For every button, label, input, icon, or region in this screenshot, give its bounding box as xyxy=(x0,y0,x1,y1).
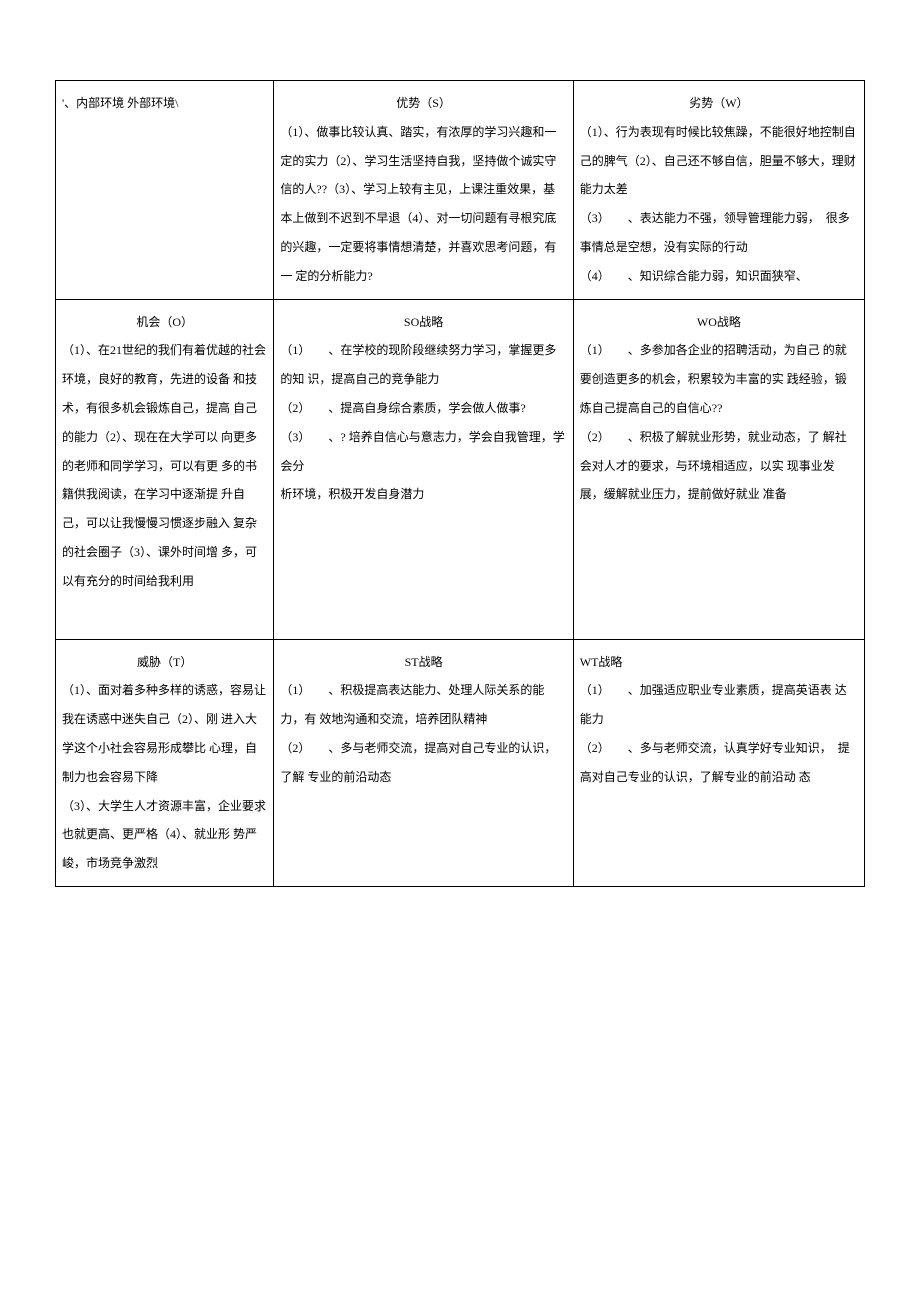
weaknesses-heading: 劣势（W） xyxy=(580,89,858,118)
swot-table: '、内部环境 外部环境\ 优势（S） （1）、做事比较认真、踏实，有浓厚的学习兴… xyxy=(55,80,865,887)
strengths-body: （1）、做事比较认真、踏实，有浓厚的学习兴趣和一 定的实力（2）、学习生活坚持自… xyxy=(280,125,556,283)
opportunities-heading: 机会（O） xyxy=(62,308,267,337)
threats-heading: 威胁（T） xyxy=(62,648,267,677)
wt-heading: WT战略 xyxy=(580,648,858,677)
st-body: （1） 、积极提高表达能力、处理人际关系的能力，有 效地沟通和交流，培养团队精神… xyxy=(280,683,556,783)
wo-strategy-cell: WO战略 （1） 、多参加各企业的招聘活动，为自己 的就要创造更多的机会，积累较… xyxy=(573,299,864,639)
wt-body: （1） 、加强适应职业专业素质，提高英语表 达能力（2） 、多与老师交流，认真学… xyxy=(580,683,850,783)
weaknesses-body: （1）、行为表现有时候比较焦躁，不能很好地控制自己的脾气（2）、自己还不够自信，… xyxy=(580,125,856,283)
weaknesses-cell: 劣势（W） （1）、行为表现有时候比较焦躁，不能很好地控制自己的脾气（2）、自己… xyxy=(573,81,864,300)
opportunities-body: （1）、在21世纪的我们有着优越的社会环境，良好的教育，先进的设备 和技术，有很… xyxy=(62,343,266,587)
so-strategy-cell: SO战略 （1） 、在学校的现阶段继续努力学习，掌握更多的知 识，提高自己的竞争… xyxy=(274,299,573,639)
opportunities-row: 机会（O） （1）、在21世纪的我们有着优越的社会环境，良好的教育，先进的设备 … xyxy=(56,299,865,639)
wt-strategy-cell: WT战略 （1） 、加强适应职业专业素质，提高英语表 达能力（2） 、多与老师交… xyxy=(573,639,864,886)
st-heading: ST战略 xyxy=(280,648,566,677)
header-cell-internal-external: '、内部环境 外部环境\ xyxy=(56,81,274,300)
threats-body: （1）、面对着多种多样的诱惑，容易让我在诱惑中迷失自己（2）、刚 进入大学这个小… xyxy=(62,683,266,870)
header-label: '、内部环境 外部环境\ xyxy=(62,96,179,110)
header-row: '、内部环境 外部环境\ 优势（S） （1）、做事比较认真、踏实，有浓厚的学习兴… xyxy=(56,81,865,300)
threats-row: 威胁（T） （1）、面对着多种多样的诱惑，容易让我在诱惑中迷失自己（2）、刚 进… xyxy=(56,639,865,886)
so-heading: SO战略 xyxy=(280,308,566,337)
wo-heading: WO战略 xyxy=(580,308,858,337)
opportunities-cell: 机会（O） （1）、在21世纪的我们有着优越的社会环境，良好的教育，先进的设备 … xyxy=(56,299,274,639)
st-strategy-cell: ST战略 （1） 、积极提高表达能力、处理人际关系的能力，有 效地沟通和交流，培… xyxy=(274,639,573,886)
strengths-heading: 优势（S） xyxy=(280,89,566,118)
threats-cell: 威胁（T） （1）、面对着多种多样的诱惑，容易让我在诱惑中迷失自己（2）、刚 进… xyxy=(56,639,274,886)
wo-body: （1） 、多参加各企业的招聘活动，为自己 的就要创造更多的机会，积累较为丰富的实… xyxy=(580,343,847,501)
so-body: （1） 、在学校的现阶段继续努力学习，掌握更多的知 识，提高自己的竞争能力（2）… xyxy=(280,343,564,501)
strengths-cell: 优势（S） （1）、做事比较认真、踏实，有浓厚的学习兴趣和一 定的实力（2）、学… xyxy=(274,81,573,300)
